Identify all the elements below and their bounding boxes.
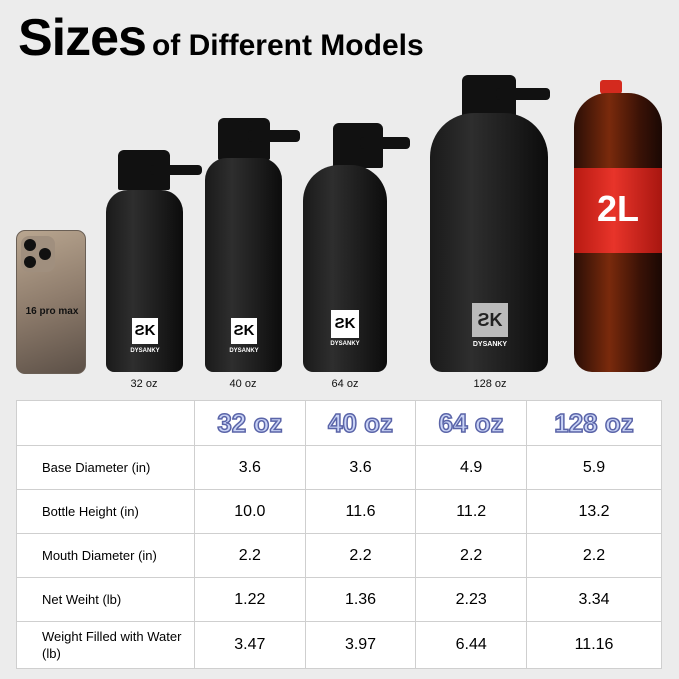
header-cell: 40 oz bbox=[304, 400, 417, 446]
table-row: Base Diameter (in) 3.6 3.6 4.9 5.9 bbox=[16, 445, 662, 490]
phone-label: 16 pro max bbox=[25, 306, 79, 317]
page-title: Sizes of Different Models bbox=[18, 9, 424, 67]
bottle-size-label: 128 oz bbox=[473, 378, 507, 390]
bottle-128oz: ƧK DYSANKY bbox=[430, 113, 548, 372]
table-row: Bottle Height (in) 10.0 11.6 11.2 13.2 bbox=[16, 489, 662, 534]
specs-table: 32 oz 40 oz 64 oz 128 oz Base Diameter (… bbox=[16, 400, 662, 669]
brand-logo: ƧK bbox=[331, 310, 359, 338]
bottle-size-label: 32 oz bbox=[130, 378, 158, 390]
soda-label: 2L bbox=[574, 168, 662, 253]
table-header-row: 32 oz 40 oz 64 oz 128 oz bbox=[16, 400, 662, 446]
brand-logo: ƧK bbox=[132, 318, 158, 344]
brand-logo: ƧK bbox=[231, 318, 257, 344]
header-cell: 64 oz bbox=[415, 400, 528, 446]
bottle-size-label: 40 oz bbox=[229, 378, 257, 390]
soda-bottle-image bbox=[600, 80, 622, 94]
bottle-40oz: ƧK DYSANKY bbox=[205, 158, 282, 372]
table-row: Weight Filled with Water (lb) 3.47 3.97 6.4… bbox=[16, 621, 662, 669]
header-cell: 128 oz bbox=[526, 400, 662, 446]
bottle-64oz: ƧK DYSANKY bbox=[303, 165, 387, 372]
header-cell: 32 oz bbox=[194, 400, 306, 446]
bottle-32oz: ƧK DYSANKY bbox=[106, 190, 183, 372]
table-row: Net Weiht (lb) 1.22 1.36 2.23 3.34 bbox=[16, 577, 662, 622]
table-row: Mouth Diameter (in) 2.2 2.2 2.2 2.2 bbox=[16, 533, 662, 578]
brand-logo: ƧK bbox=[472, 303, 508, 337]
camera-icon bbox=[21, 236, 55, 272]
bottle-size-label: 64 oz bbox=[331, 378, 359, 390]
phone-image: 16 pro max bbox=[16, 230, 86, 374]
